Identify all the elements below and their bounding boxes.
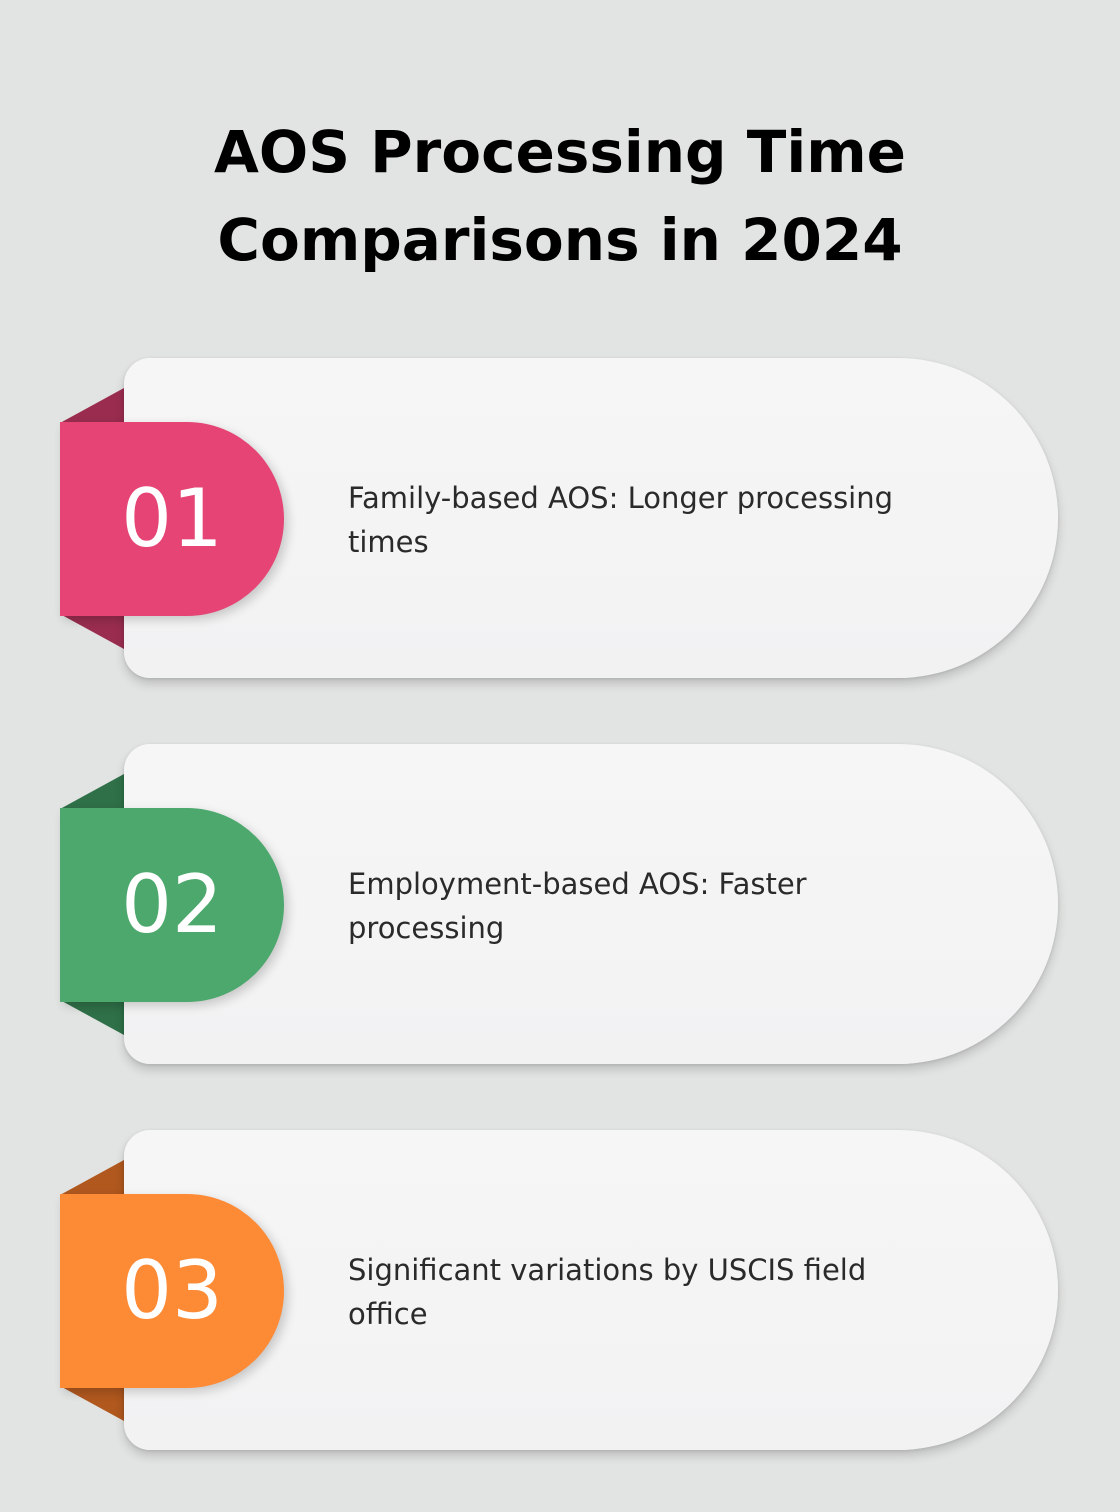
number-tab — [60, 1194, 284, 1388]
step-description: Significant variations by USCIS field of… — [348, 1253, 867, 1331]
number-tab — [60, 422, 284, 616]
title-line-1: AOS Processing Time — [214, 118, 906, 186]
step-description: Family-based AOS: Longer processing time… — [348, 481, 894, 559]
ribbon-fold-bottom — [60, 1386, 124, 1421]
step-number: 02 — [121, 858, 223, 951]
step-card-01: 01 Family-based AOS: Longer processing t… — [60, 358, 1060, 680]
number-tab — [60, 808, 284, 1002]
ribbon-fold-bottom — [60, 614, 124, 649]
step-card-02: 02 Employment-based AOS: Faster processi… — [60, 744, 1060, 1066]
ribbon-fold-top — [60, 1160, 124, 1195]
ribbon-fold-bottom — [60, 1000, 124, 1035]
infographic-title: AOS Processing Time Comparisons in 2024 — [0, 108, 1120, 284]
title-line-2: Comparisons in 2024 — [217, 206, 903, 274]
step-number: 01 — [121, 472, 223, 565]
ribbon-fold-top — [60, 774, 124, 809]
step-description: Employment-based AOS: Faster processing — [348, 867, 807, 945]
ribbon-fold-top — [60, 388, 124, 423]
step-number: 03 — [121, 1244, 223, 1337]
step-card-03: 03 Significant variations by USCIS field… — [60, 1130, 1060, 1452]
